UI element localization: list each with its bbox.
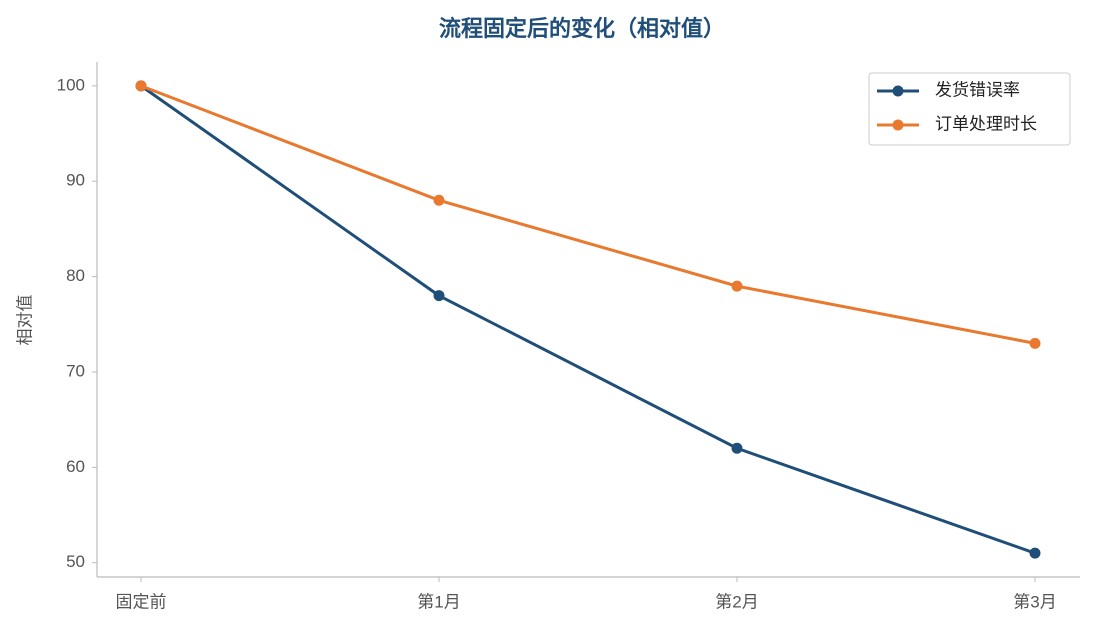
legend-label: 发货错误率 — [935, 80, 1020, 99]
series-line — [140, 84, 1036, 345]
point — [433, 290, 445, 302]
x-tick-label: 固定前 — [116, 592, 167, 611]
legend-box — [868, 72, 1071, 146]
point — [433, 194, 445, 206]
y-axis-label: 相对值 — [15, 295, 34, 346]
y-tick-label: 90 — [66, 171, 85, 190]
point — [1029, 337, 1041, 349]
y-tick-label: 100 — [57, 75, 85, 94]
chart-title: 流程固定后的变化（相对值） — [439, 16, 725, 41]
x-tick-label: 第1月 — [417, 592, 460, 611]
legend-label: 订单处理时长 — [935, 114, 1037, 133]
x-tick-label: 第2月 — [715, 592, 758, 611]
y-tick-label: 70 — [66, 361, 85, 380]
point — [731, 280, 743, 292]
y-tick-label: 80 — [66, 266, 85, 285]
point — [1029, 547, 1041, 559]
series-line — [140, 84, 1036, 555]
y-tick-label: 60 — [66, 457, 85, 476]
legend-marker — [892, 85, 904, 97]
point — [135, 80, 147, 92]
legend-marker — [892, 119, 904, 131]
x-tick-label: 第3月 — [1013, 592, 1056, 611]
point — [731, 442, 743, 454]
y-tick-label: 50 — [66, 552, 85, 571]
